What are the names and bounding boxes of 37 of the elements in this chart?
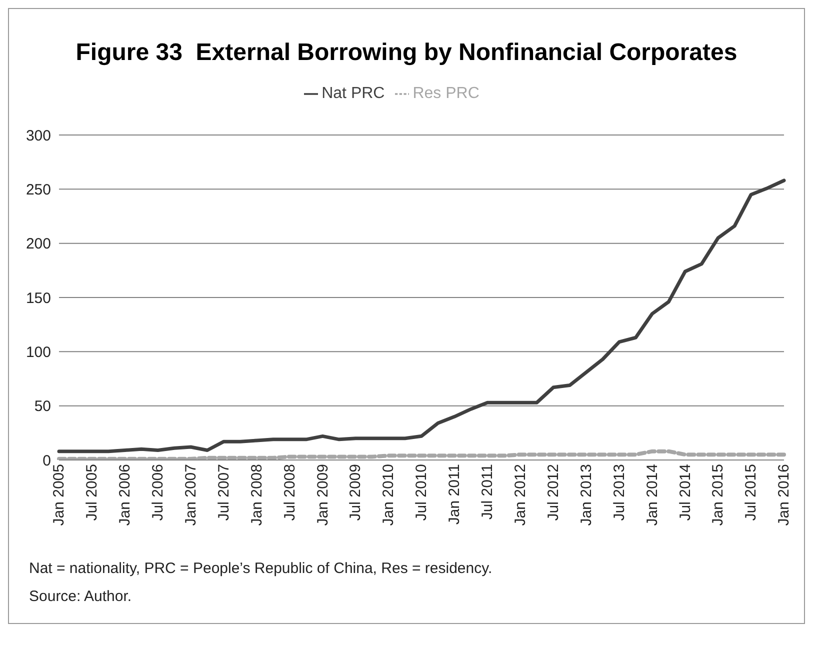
x-tick-label: Jan 2015 bbox=[710, 464, 727, 526]
x-tick-label: Jan 2013 bbox=[578, 464, 595, 526]
x-tick-label: Jul 2006 bbox=[150, 464, 167, 521]
legend-label: Res PRC bbox=[412, 85, 480, 102]
x-tick-label: Jul 2005 bbox=[84, 464, 101, 521]
x-tick-label: Jul 2007 bbox=[215, 464, 232, 521]
y-tick-label: 150 bbox=[26, 290, 51, 307]
x-tick-label: Jan 2010 bbox=[380, 464, 398, 526]
x-tick-label: Jan 2012 bbox=[512, 464, 530, 526]
y-tick-label: 100 bbox=[26, 344, 51, 361]
x-tick-label: Jan 2014 bbox=[644, 464, 661, 526]
y-tick-label: 300 bbox=[26, 127, 51, 144]
x-tick-label: Jan 2006 bbox=[116, 464, 134, 526]
x-tick-label: Jan 2008 bbox=[248, 464, 266, 526]
y-tick-label: 50 bbox=[34, 398, 51, 416]
x-tick-label: Jul 2015 bbox=[742, 464, 760, 521]
x-tick-label: Jan 2007 bbox=[182, 464, 200, 526]
line-series bbox=[57, 178, 786, 454]
source-note: Source: Author. bbox=[29, 587, 133, 607]
x-tick-label: Jul 2008 bbox=[281, 464, 298, 521]
y-tick-label: 0 bbox=[42, 452, 51, 470]
x-tick-label: Jul 2014 bbox=[676, 464, 694, 521]
x-tick-label: Jul 2013 bbox=[610, 464, 628, 521]
text: Nat = nationality, PRC = People’s Republic of China, Res = residency. bbox=[29, 559, 494, 579]
y-tick-label: 200 bbox=[26, 236, 51, 253]
chart-title: Figure 33 External Borrowing by Nonfinancial Corporates bbox=[74, 38, 738, 68]
x-tick-label: Jul 2012 bbox=[544, 464, 562, 521]
x-tick-label: Jul 2009 bbox=[347, 464, 364, 521]
legend-label: Nat PRC bbox=[322, 85, 385, 102]
y-tick-label: 250 bbox=[26, 181, 51, 198]
x-tick-label: Jan 2011 bbox=[446, 464, 464, 525]
x-tick-label: Jan 2009 bbox=[314, 464, 332, 526]
x-tick-label: Jul 2011 bbox=[479, 464, 496, 520]
x-tick-label: Jan 2016 bbox=[776, 464, 793, 526]
x-tick-label: Jul 2010 bbox=[413, 464, 430, 521]
x-tick-label: Jan 2005 bbox=[50, 464, 68, 526]
line-series bbox=[57, 449, 786, 460]
